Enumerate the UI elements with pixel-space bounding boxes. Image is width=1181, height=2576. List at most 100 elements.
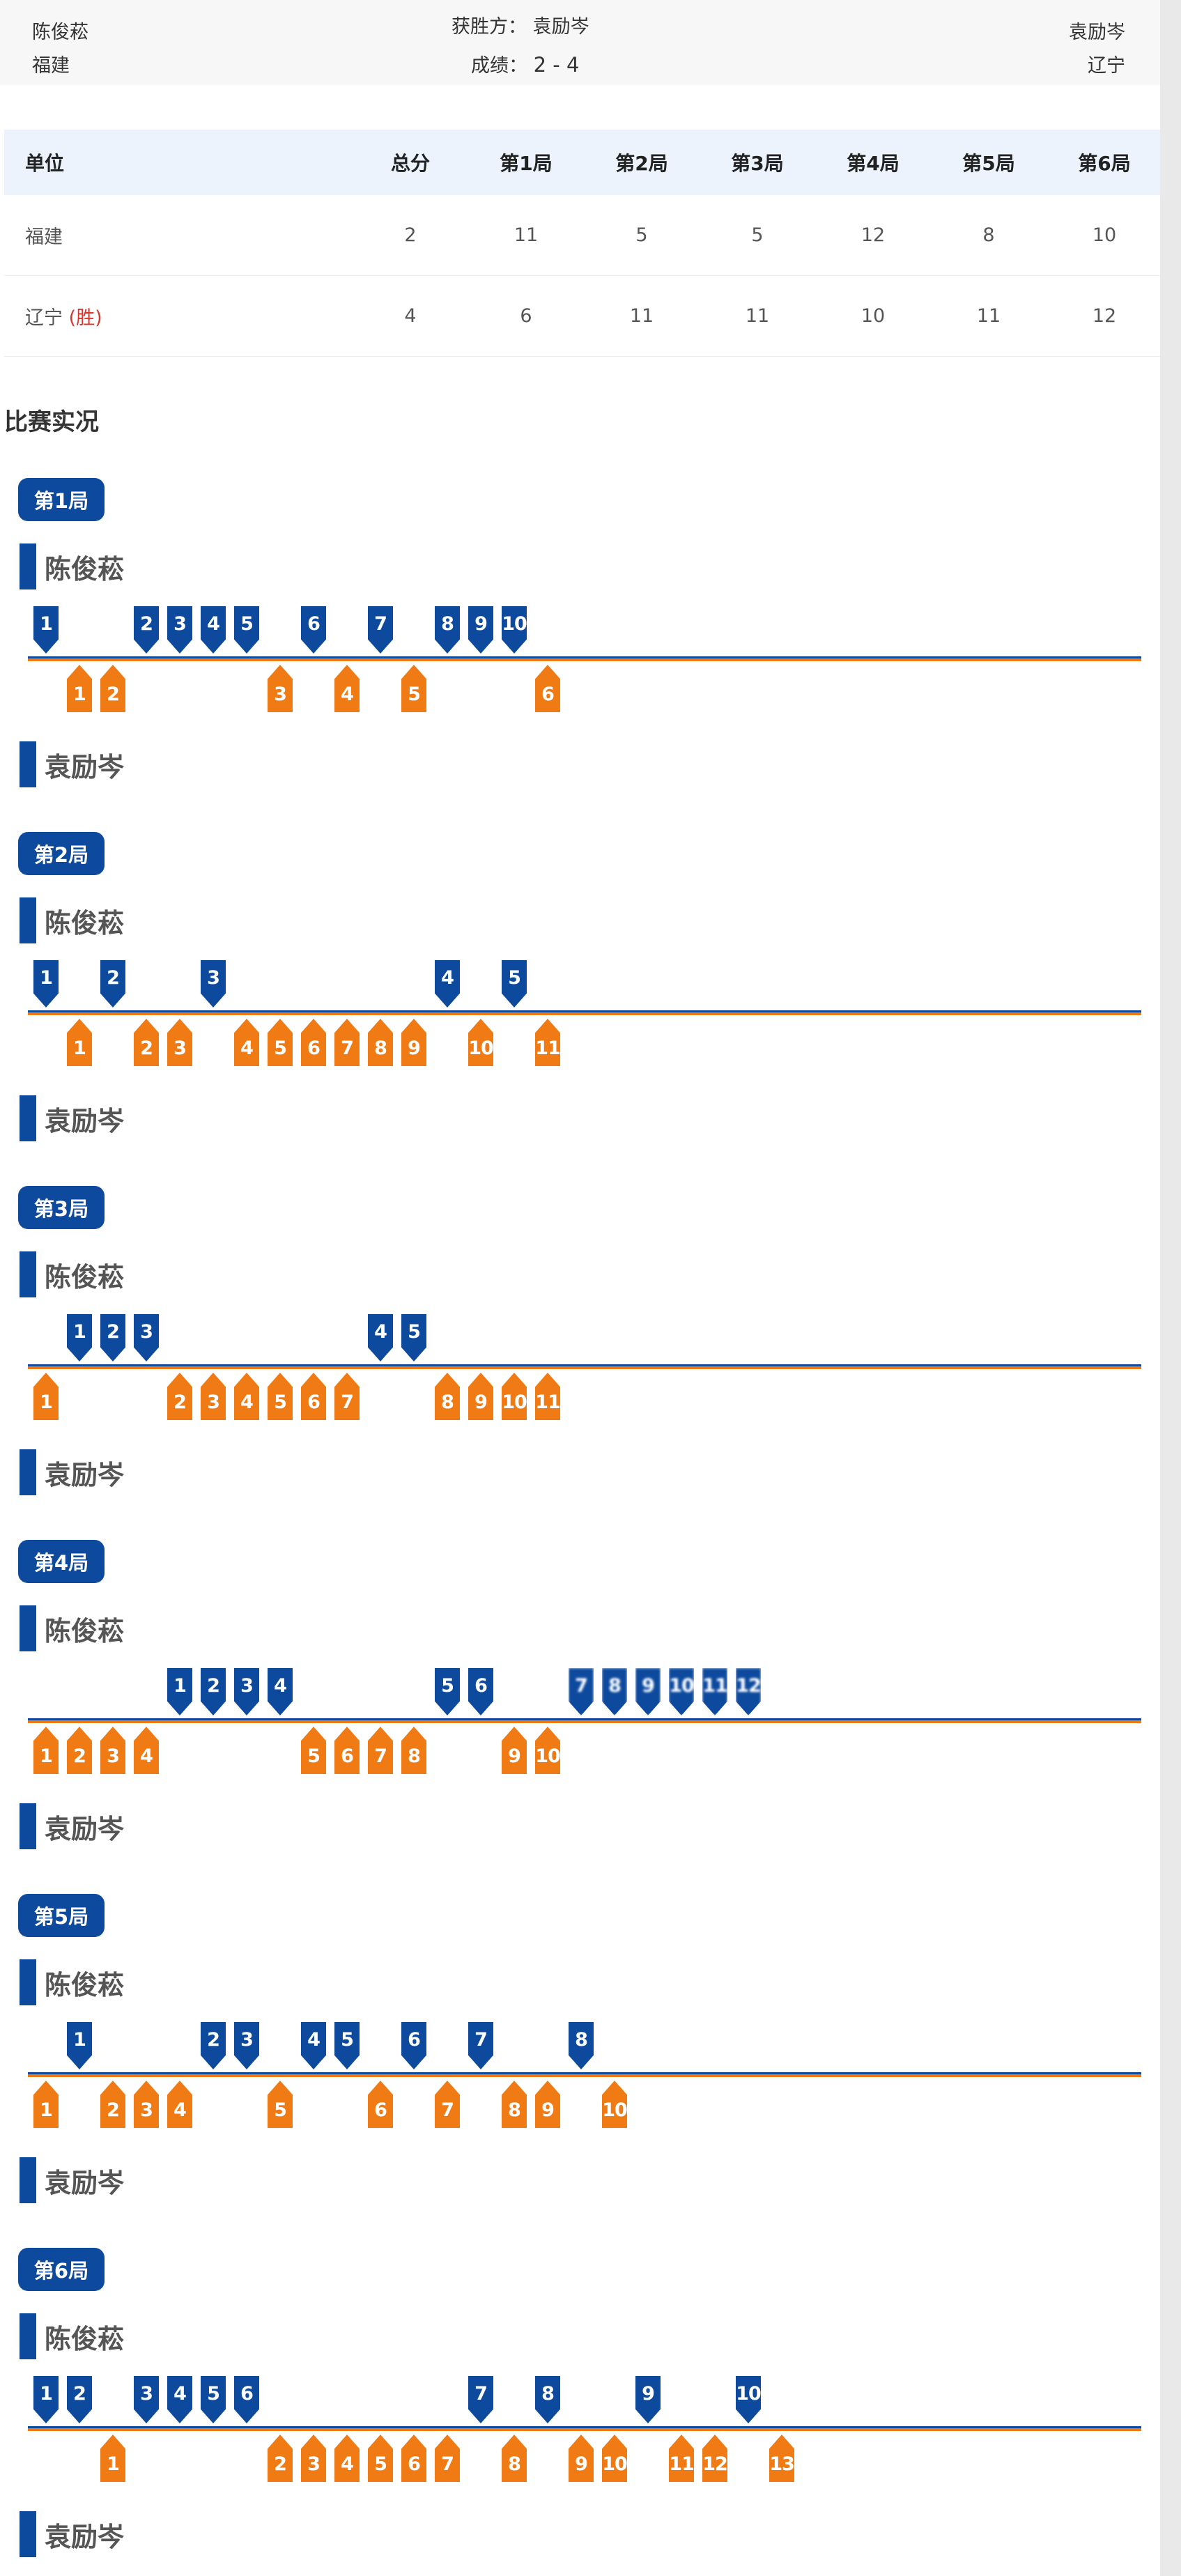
header-cell: 第5局: [962, 152, 1015, 175]
point-marker-player-b: 6: [535, 665, 560, 712]
point-marker-player-a: 4: [201, 606, 226, 654]
point-marker-player-b: 11: [535, 1373, 560, 1420]
score-cell: 12: [860, 224, 886, 246]
point-marker-player-a: 8: [435, 606, 460, 654]
winner-label: 获胜方：: [451, 16, 527, 38]
point-marker-player-b: 1: [33, 1727, 59, 1774]
point-marker-player-a: 3: [167, 606, 192, 654]
win-marker: (胜): [68, 307, 102, 329]
point-marker-player-b: 7: [334, 1019, 360, 1066]
game-badge: 第2局: [18, 832, 105, 875]
point-marker-player-b: 4: [334, 2435, 360, 2482]
point-marker-player-b: 2: [67, 1727, 92, 1774]
scrollbar[interactable]: [1160, 0, 1181, 2576]
point-marker-player-b: 2: [268, 2435, 293, 2482]
score-table-header: 单位 总分 第1局 第2局 第3局 第4局 第5局 第6局: [4, 130, 1160, 195]
section-title: 比赛实况: [4, 408, 99, 436]
header-cell: 第3局: [731, 152, 784, 175]
unit-cell: 辽宁 (胜): [4, 276, 353, 356]
point-marker-player-b: 3: [201, 1373, 226, 1420]
game-badge: 第5局: [18, 1894, 105, 1937]
point-marker-player-a: 1: [67, 1314, 92, 1362]
point-marker-player-a: 5: [401, 1314, 426, 1362]
point-marker-player-b: 8: [401, 1727, 426, 1774]
point-marker-player-a: 12: [736, 1668, 761, 1715]
point-marker-player-b: 3: [268, 665, 293, 712]
point-marker-player-b: 13: [769, 2435, 794, 2482]
score-cell: 11: [629, 305, 654, 327]
result-value: 2 - 4: [533, 53, 580, 77]
score-cell: 12: [1092, 305, 1117, 327]
point-marker-player-a: 8: [535, 2376, 560, 2423]
point-marker-player-b: 1: [33, 1373, 59, 1420]
point-marker-player-a: 1: [33, 960, 59, 1008]
point-marker-player-b: 10: [535, 1727, 560, 1774]
point-marker-player-b: 2: [100, 2081, 125, 2128]
point-marker-player-b: 5: [401, 665, 426, 712]
point-marker-player-b: 6: [301, 1019, 326, 1066]
point-marker-player-a: 4: [368, 1314, 393, 1362]
point-marker-player-a: 3: [201, 960, 226, 1008]
header-cell: 单位: [25, 152, 65, 175]
point-marker-player-a: 7: [569, 1668, 594, 1715]
point-marker-player-a: 6: [234, 2376, 259, 2423]
point-marker-player-a: 9: [635, 2376, 661, 2423]
point-marker-player-a: 4: [301, 2022, 326, 2069]
point-marker-player-b: 10: [502, 1373, 527, 1420]
point-marker-player-a: 1: [33, 2376, 59, 2423]
header-cell: 总分: [390, 152, 430, 175]
point-marker-player-b: 9: [502, 1727, 527, 1774]
point-marker-player-a: 10: [669, 1668, 694, 1715]
score-cell: 11: [745, 305, 770, 327]
point-marker-player-b: 6: [334, 1727, 360, 1774]
rally-timeline: [28, 1364, 1141, 1369]
point-marker-player-b: 8: [368, 1019, 393, 1066]
point-marker-player-b: 6: [401, 2435, 426, 2482]
rally-timeline: [28, 1010, 1141, 1015]
player-b-name: 袁励岑: [20, 1095, 124, 1141]
point-marker-player-b: 5: [268, 2081, 293, 2128]
match-header: 陈俊菘 福建 获胜方： 袁励岑 成绩： 2 - 4 袁励岑 辽宁: [0, 0, 1160, 85]
point-marker-player-a: 5: [502, 960, 527, 1008]
point-marker-player-b: 9: [401, 1019, 426, 1066]
point-marker-player-b: 4: [134, 1727, 159, 1774]
point-marker-player-b: 4: [234, 1019, 259, 1066]
point-marker-player-a: 4: [167, 2376, 192, 2423]
team-right-name: 辽宁: [1088, 55, 1125, 77]
point-marker-player-a: 10: [736, 2376, 761, 2423]
point-marker-player-b: 6: [368, 2081, 393, 2128]
point-marker-player-a: 6: [401, 2022, 426, 2069]
point-marker-player-b: 9: [468, 1373, 493, 1420]
score-cell: 10: [860, 305, 886, 327]
result-line: 成绩： 2 - 4: [471, 50, 579, 77]
point-marker-player-a: 2: [100, 1314, 125, 1362]
score-cell: 8: [982, 224, 995, 246]
point-marker-player-b: 10: [468, 1019, 493, 1066]
point-marker-player-a: 3: [134, 2376, 159, 2423]
game-panel: 第2局 陈俊菘 袁励岑 1 1 2 2 3 3 4 5 6 7 8 9 4 10 5 11: [0, 832, 1160, 1159]
point-marker-player-a: 2: [100, 960, 125, 1008]
game-panel: 第1局 陈俊菘 袁励岑 1 1 2 2 3 4 5 3 6 4 7 5 8 9 10 6: [0, 478, 1160, 805]
point-marker-player-b: 5: [301, 1727, 326, 1774]
player-a-name: 陈俊菘: [20, 2313, 124, 2359]
player-right-name: 袁励岑: [1069, 22, 1125, 43]
point-marker-player-b: 12: [702, 2435, 727, 2482]
score-cell: 10: [1092, 224, 1117, 246]
table-row: 福建 2 11 5 5 12 8 10: [4, 195, 1160, 276]
player-b-name: 袁励岑: [20, 1803, 124, 1849]
point-marker-player-a: 4: [435, 960, 460, 1008]
point-marker-player-b: 1: [100, 2435, 125, 2482]
point-marker-player-a: 1: [167, 1668, 192, 1715]
score-cell: 5: [751, 224, 764, 246]
rally-timeline: [28, 2072, 1141, 2077]
game-badge: 第1局: [18, 478, 105, 521]
point-marker-player-a: 3: [134, 1314, 159, 1362]
point-marker-player-b: 7: [368, 1727, 393, 1774]
result-label: 成绩：: [471, 55, 527, 77]
score-cell: 4: [404, 305, 417, 327]
point-marker-player-b: 5: [268, 1373, 293, 1420]
header-cell: 第2局: [615, 152, 668, 175]
score-cell: 11: [514, 224, 539, 246]
score-cell: 5: [635, 224, 648, 246]
point-marker-player-a: 7: [368, 606, 393, 654]
